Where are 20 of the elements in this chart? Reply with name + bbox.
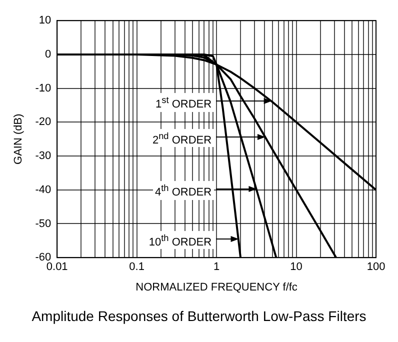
- x-tick-label: 10: [290, 261, 302, 274]
- x-tick-label: 0.1: [129, 261, 144, 274]
- y-tick-label: 10: [38, 14, 52, 27]
- y-tick-label: -40: [35, 184, 52, 196]
- annotation: 10$^{th}$ ORDER: [146, 230, 214, 250]
- x-tick-label: 100: [366, 261, 386, 274]
- text: Amplitude Responses of Butterworth Low-Pass Filters: [30, 308, 368, 324]
- y-tick-label: -50: [35, 218, 52, 230]
- x-tick-label: 0.01: [46, 261, 68, 274]
- y-tick-label: -20: [35, 116, 52, 128]
- y-tick-label: -30: [35, 150, 52, 162]
- y-axis-title: GAIN (dB): [12, 114, 25, 164]
- y-tick-label: -60: [35, 252, 52, 264]
- annotation: 4$^{th}$ ORDER: [153, 180, 214, 200]
- y-tick-label: 0: [44, 48, 52, 60]
- annotation: 1$^{st}$ ORDER: [154, 93, 214, 112]
- x-tick-label: 1: [213, 261, 220, 274]
- annotation: 2$^{nd}$ ORDER: [150, 128, 214, 148]
- y-tick-label: -10: [35, 82, 52, 94]
- x-axis-title: NORMALIZED FREQUENCY f/fc: [136, 281, 298, 294]
